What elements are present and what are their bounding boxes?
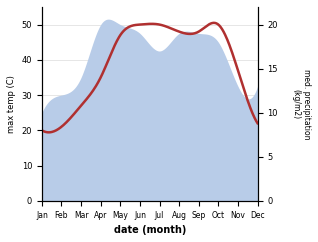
- X-axis label: date (month): date (month): [114, 225, 186, 235]
- Y-axis label: max temp (C): max temp (C): [7, 75, 16, 133]
- Y-axis label: med. precipitation
(kg/m2): med. precipitation (kg/m2): [292, 69, 311, 139]
